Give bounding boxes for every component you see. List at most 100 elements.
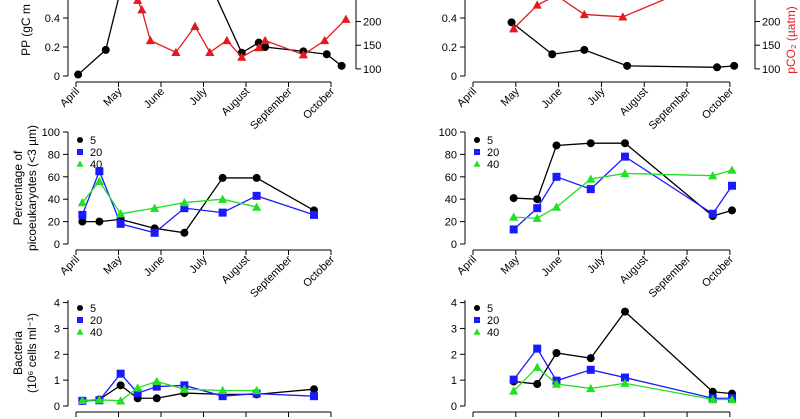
y-tick-label: 0.2 xyxy=(45,42,60,54)
legend-marker xyxy=(76,160,84,167)
data-point xyxy=(533,195,542,204)
y-tick-label: 0.4 xyxy=(442,13,457,25)
data-point xyxy=(533,344,542,353)
legend-marker xyxy=(77,137,83,143)
y-tick-label: 0.4 xyxy=(45,13,60,25)
data-point xyxy=(708,209,717,218)
data-point xyxy=(586,139,595,148)
data-point xyxy=(150,228,159,237)
data-point xyxy=(509,24,519,33)
legend-label: 5 xyxy=(90,135,96,147)
data-point xyxy=(133,389,142,398)
y-tick-label: 1 xyxy=(54,375,60,387)
legend-marker xyxy=(473,328,481,335)
data-point xyxy=(298,50,308,59)
data-point xyxy=(341,14,351,23)
data-point xyxy=(205,47,215,57)
x-tick-label: July xyxy=(187,85,210,108)
data-point xyxy=(116,369,125,378)
data-point xyxy=(507,18,516,27)
x-tick-label: October xyxy=(700,253,736,289)
data-point xyxy=(171,47,181,57)
y-tick-label: 60 xyxy=(445,172,457,184)
data-point xyxy=(533,204,542,213)
data-point xyxy=(152,376,162,386)
data-point xyxy=(252,191,261,200)
data-point xyxy=(237,52,247,61)
legend-label: 20 xyxy=(487,147,499,159)
data-point xyxy=(322,50,331,59)
data-point xyxy=(727,394,737,404)
legend-label: 40 xyxy=(487,159,499,171)
data-point xyxy=(509,375,518,384)
data-point xyxy=(190,21,200,30)
data-point xyxy=(620,378,630,387)
legend-marker xyxy=(77,305,83,311)
data-point xyxy=(252,173,261,182)
data-point xyxy=(77,395,87,404)
y-axis-title: Bacteria xyxy=(11,331,25,375)
y-tick-label: 0 xyxy=(451,239,457,251)
x-tick-label: June xyxy=(142,86,167,111)
x-tick-label: October xyxy=(301,253,337,289)
legend-label: 5 xyxy=(487,303,493,315)
series-line-20 xyxy=(513,155,733,230)
data-point xyxy=(620,139,629,148)
data-point xyxy=(713,63,722,72)
y-tick-label: 4 xyxy=(451,298,457,310)
data-point xyxy=(218,194,228,203)
legend-marker xyxy=(473,160,481,167)
legend-marker xyxy=(77,317,83,323)
data-point xyxy=(586,383,596,393)
data-point xyxy=(252,385,262,395)
data-point xyxy=(728,206,737,215)
y-tick-label: 2 xyxy=(54,349,60,361)
data-point xyxy=(509,212,519,221)
legend-marker xyxy=(474,305,480,311)
data-point xyxy=(532,0,542,9)
y-axis-title: PP (gC m xyxy=(19,4,33,56)
y-tick-label: 0 xyxy=(54,71,60,83)
data-point xyxy=(101,45,110,54)
x-tick-label: May xyxy=(499,85,523,109)
legend-label: 5 xyxy=(90,303,96,315)
data-point xyxy=(551,202,562,211)
data-point xyxy=(260,35,270,45)
data-point xyxy=(532,213,542,222)
x-tick-label: August xyxy=(618,86,651,119)
x-tick-label: April xyxy=(455,86,479,110)
data-point xyxy=(218,392,227,401)
data-point xyxy=(730,61,739,70)
y-tick-label: 0 xyxy=(451,401,457,413)
series-line-pCO2 xyxy=(136,0,347,58)
data-point xyxy=(708,171,718,180)
data-point xyxy=(116,209,126,218)
x-tick-label: September xyxy=(248,85,295,132)
data-point xyxy=(509,386,519,395)
data-point xyxy=(552,141,561,150)
x-tick-label: July xyxy=(585,85,608,108)
y-tick-label: 40 xyxy=(445,194,457,206)
legend-label: 5 xyxy=(487,135,493,147)
y-tick-label: 3 xyxy=(54,323,60,335)
data-point xyxy=(310,392,318,401)
data-point xyxy=(180,204,189,213)
legend-label: 40 xyxy=(487,327,499,339)
data-point xyxy=(551,379,562,388)
data-point xyxy=(180,228,189,237)
x-tick-label: August xyxy=(219,254,252,287)
data-point xyxy=(218,385,228,395)
data-point xyxy=(620,373,629,382)
y2-tick-label: 100 xyxy=(762,64,780,76)
data-point xyxy=(179,197,189,207)
y2-axis-title: pCO₂ (µatm) xyxy=(784,6,798,74)
data-point xyxy=(74,70,83,79)
data-point xyxy=(310,210,318,219)
x-tick-label: April xyxy=(58,254,82,278)
data-point xyxy=(579,9,589,19)
data-point xyxy=(150,203,160,212)
data-point xyxy=(116,396,126,405)
data-point xyxy=(94,395,104,404)
